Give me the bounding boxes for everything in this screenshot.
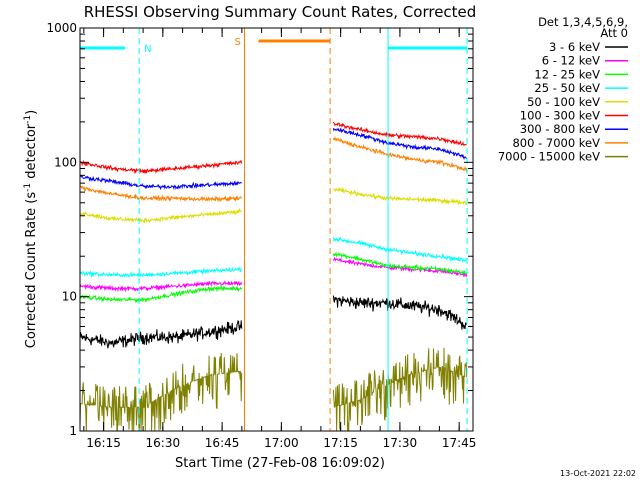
y-tick-label-2: 10 xyxy=(62,290,77,304)
x-tick-label-4: 17:00 xyxy=(264,436,299,450)
x-tick-label-1: 16:15 xyxy=(86,436,121,450)
x-tick-label-5: 17:15 xyxy=(323,436,358,450)
series-line-5-segment-2 xyxy=(332,186,468,206)
y-tick-label-1: 1 xyxy=(69,424,77,438)
series-line-8-segment-2 xyxy=(332,136,468,173)
x-tick-label-2: 16:30 xyxy=(146,436,181,450)
legend-label-7: 300 - 800 keV xyxy=(520,122,600,136)
x-axis-label: Start Time (27-Feb-08 16:09:02) xyxy=(175,456,385,471)
series-line-4-segment-2 xyxy=(332,236,468,263)
legend-label-6: 100 - 300 keV xyxy=(520,109,600,123)
series-line-1-segment-2 xyxy=(332,295,468,330)
legend-label-3: 12 - 25 keV xyxy=(534,67,600,81)
legend-label-4: 25 - 50 keV xyxy=(534,81,600,95)
x-tick-label-6: 17:30 xyxy=(383,436,418,450)
series-line-9-segment-2 xyxy=(332,347,468,432)
legend-label-5: 50 - 100 keV xyxy=(527,95,600,109)
series-line-1-segment-1 xyxy=(79,320,243,349)
series-line-7-segment-1 xyxy=(79,174,242,191)
series-line-2-segment-1 xyxy=(79,280,243,293)
y-tick-label-3: 100 xyxy=(54,155,77,169)
series-line-4-segment-1 xyxy=(79,266,242,279)
series-line-9-segment-1 xyxy=(79,352,243,432)
series-line-7-segment-2 xyxy=(332,127,467,160)
y-axis-label: Corrected Count Rate (s-1 detector-1) xyxy=(23,110,39,348)
series-line-6-segment-1 xyxy=(79,159,243,175)
legend-label-1: 3 - 6 keV xyxy=(549,40,600,54)
chart-title: RHESSI Observing Summary Count Rates, Co… xyxy=(84,3,477,21)
series-line-3-segment-1 xyxy=(79,284,243,304)
series-line-8-segment-1 xyxy=(79,185,242,203)
legend-header-line-2: Att 0 xyxy=(600,26,628,40)
x-axis: 16:15 16:30 16:45 17:00 17:15 17:30 17:45 xyxy=(83,28,477,450)
legend-header-line-1: Det 1,3,4,5,6,9, xyxy=(538,15,628,29)
plot-frame xyxy=(79,27,474,432)
legend-label-2: 6 - 12 keV xyxy=(542,54,600,68)
legend-label-8: 800 - 7000 keV xyxy=(512,136,600,150)
x-tick-label-3: 16:45 xyxy=(205,436,240,450)
legend-label-9: 7000 - 15000 keV xyxy=(498,150,600,164)
series-line-5-segment-1 xyxy=(79,207,242,224)
marker-label-1: N xyxy=(144,44,151,55)
y-axis: 1 10 100 1000 xyxy=(46,21,473,438)
series-line-3-segment-2 xyxy=(332,251,467,276)
x-tick-label-7: 17:45 xyxy=(442,436,477,450)
marker-label-2: S xyxy=(234,37,240,48)
series-line-6-segment-2 xyxy=(332,121,467,147)
y-tick-label-4: 1000 xyxy=(46,21,77,35)
footer-date: 13-Oct-2021 22:02 xyxy=(560,469,636,478)
